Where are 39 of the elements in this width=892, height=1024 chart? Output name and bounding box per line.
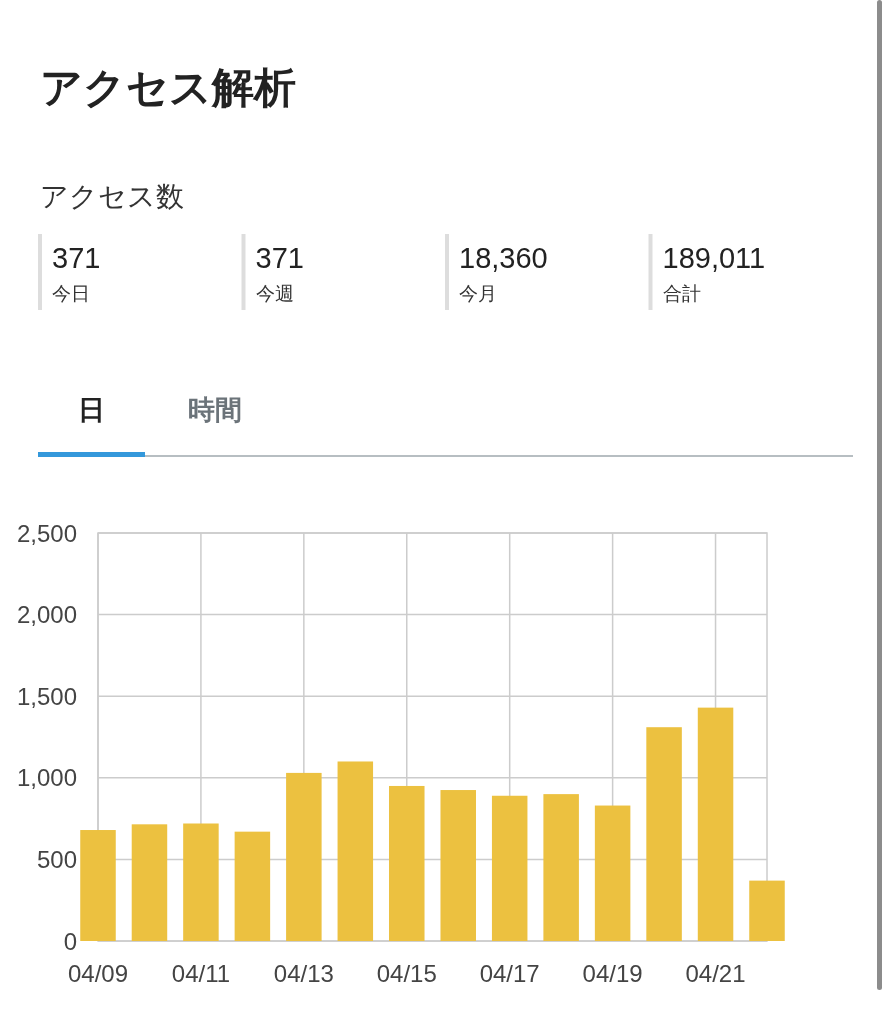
text: 今月 [459, 283, 497, 304]
bar [594, 805, 631, 941]
bar [183, 823, 219, 941]
bar [491, 795, 528, 941]
y-tick-label: 2,500 [16, 519, 77, 547]
y-tick-label: 500 [36, 845, 77, 873]
text: 時間 [187, 395, 242, 425]
bar [131, 824, 168, 941]
bar [286, 772, 322, 941]
text: 今週 [255, 283, 294, 304]
bar [337, 761, 374, 941]
text: 189,011 [662, 242, 766, 274]
text: 371 [255, 242, 304, 274]
y-tick-label: 2,000 [16, 601, 77, 629]
bar [234, 831, 271, 941]
text: アクセス数 [40, 181, 184, 212]
x-tick-label: 04/17 [479, 960, 540, 987]
bar [80, 830, 116, 941]
text: 371 [52, 242, 101, 274]
text: 合計 [662, 283, 701, 304]
bar [389, 785, 425, 941]
text: 今日 [52, 283, 90, 304]
x-tick-label: 04/21 [685, 960, 746, 987]
bar [646, 727, 682, 941]
x-tick-label: 04/19 [582, 960, 643, 987]
text: 18,360 [459, 242, 548, 274]
bar [440, 790, 476, 941]
bar [697, 707, 734, 941]
y-tick-label: 1,500 [16, 682, 77, 710]
x-tick-label: 04/09 [67, 960, 129, 987]
x-tick-label: 04/11 [171, 960, 231, 987]
text: アクセス解析 [40, 64, 296, 111]
bar [543, 794, 579, 941]
x-tick-label: 04/15 [376, 960, 437, 987]
y-tick-label: 1,000 [16, 764, 77, 792]
text: 日 [78, 395, 105, 425]
bar [749, 880, 785, 941]
y-tick-label: 0 [63, 927, 77, 955]
x-tick-label: 04/13 [273, 960, 334, 987]
